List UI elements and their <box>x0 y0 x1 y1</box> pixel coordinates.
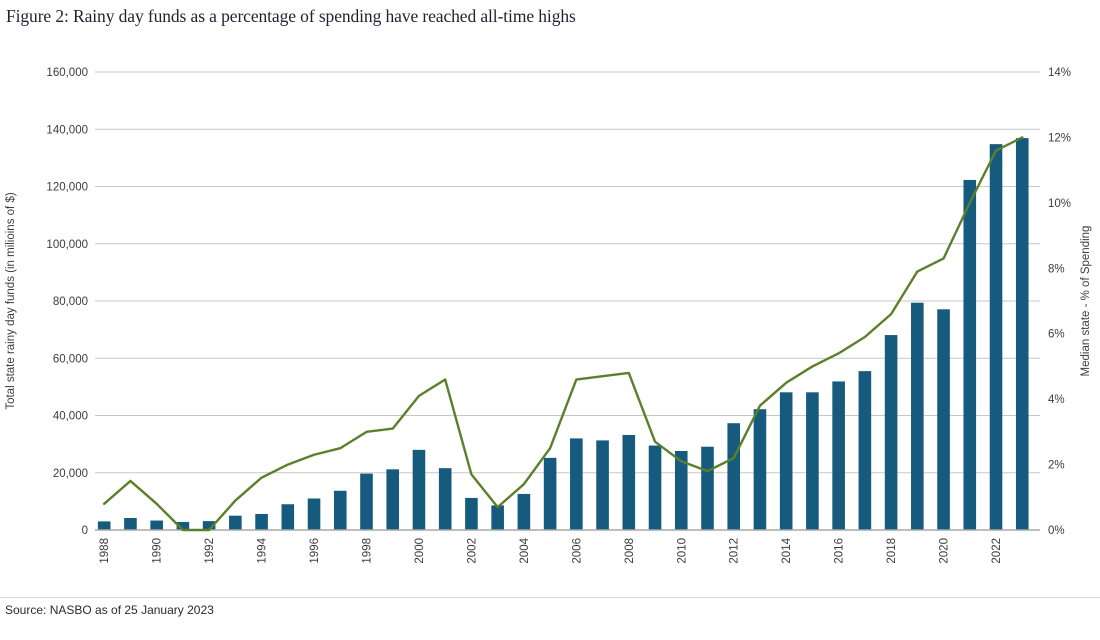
rainy-day-funds-chart: 0 20,000 40,000 60,000 80,000 100,000 120,000 1… <box>5 67 1092 564</box>
bar <box>884 335 898 530</box>
bar <box>491 505 504 530</box>
left-axis-tick-label: 80,000 <box>53 296 88 308</box>
bar <box>281 504 295 530</box>
right-axis-tick-label: 8% <box>1048 263 1065 275</box>
bar <box>176 521 190 530</box>
median-spending-line <box>102 136 1024 532</box>
right-axis-tick-label: 0% <box>1048 525 1065 537</box>
bar <box>1015 138 1029 530</box>
bar <box>438 468 452 530</box>
bar <box>255 513 268 530</box>
right-axis-tick-label: 14% <box>1048 67 1071 79</box>
bar <box>360 473 373 530</box>
bar <box>622 434 636 530</box>
bar <box>858 371 872 530</box>
x-axis-tick-label: 2010 <box>676 538 688 564</box>
bar <box>307 498 321 530</box>
bar <box>727 423 741 530</box>
source-note: Source: NASBO as of 25 January 2023 <box>5 603 214 617</box>
bar <box>648 445 662 530</box>
left-axis-tick-label: 160,000 <box>46 67 88 79</box>
x-axis-tick-label: 1990 <box>152 538 164 564</box>
bar <box>832 381 845 530</box>
right-axis-tick-label: 10% <box>1048 198 1071 210</box>
bar <box>911 302 924 530</box>
x-axis-tick-label: 1988 <box>99 538 111 564</box>
left-axis-tick-label: 100,000 <box>46 239 88 251</box>
bar <box>543 457 557 530</box>
bar <box>753 409 767 530</box>
bar <box>596 440 609 530</box>
x-axis-tick-label: 1998 <box>362 538 374 564</box>
x-axis-tick-label: 2020 <box>939 538 951 564</box>
bar <box>570 438 583 530</box>
x-axis-tick-label: 2000 <box>414 538 426 564</box>
bar <box>779 392 793 530</box>
bar <box>229 515 242 530</box>
bar <box>386 469 400 530</box>
left-axis-tick-label: 40,000 <box>53 411 88 423</box>
right-axis-tick-label: 4% <box>1048 394 1065 406</box>
bar <box>97 521 111 530</box>
footer-divider <box>0 597 1100 598</box>
left-axis-tick-label: 60,000 <box>53 353 88 365</box>
x-axis-tick-label: 2018 <box>886 538 898 564</box>
x-axis-tick-label: 2004 <box>519 537 531 563</box>
right-axis-tick-label: 6% <box>1048 329 1065 341</box>
x-axis-tick-label: 1996 <box>309 538 321 564</box>
bar <box>963 179 977 530</box>
left-axis-tick-label: 140,000 <box>46 124 88 136</box>
x-axis-tick-label: 2008 <box>624 538 636 564</box>
bar <box>412 449 426 530</box>
bar <box>202 521 216 530</box>
x-axis-tick-label: 2016 <box>834 538 846 564</box>
right-axis-tick-label: 2% <box>1048 460 1065 472</box>
left-axis-tick-label: 20,000 <box>53 468 88 480</box>
left-axis-title: Total state rainy day funds (in milioins… <box>5 192 17 409</box>
bar <box>465 497 478 530</box>
bar <box>989 144 1003 530</box>
bar <box>150 520 163 530</box>
x-axis-tick-label: 1994 <box>257 537 269 563</box>
bar <box>806 392 819 530</box>
bar <box>674 450 688 530</box>
bar <box>333 490 347 530</box>
right-axis-tick-label: 12% <box>1048 132 1071 144</box>
right-axis-title: Median state - % of Spending <box>1080 226 1092 377</box>
bar <box>937 309 950 530</box>
figure-title: Figure 2: Rainy day funds as a percentag… <box>6 6 576 26</box>
left-axis-tick-label: 0 <box>82 525 88 537</box>
bar <box>701 446 714 530</box>
bar <box>124 517 137 530</box>
x-axis-tick-label: 2022 <box>991 538 1003 564</box>
left-axis-tick-label: 120,000 <box>46 182 88 194</box>
x-axis-tick-label: 2014 <box>781 537 793 563</box>
x-axis-tick-label: 1992 <box>204 538 216 564</box>
x-axis-tick-label: 2006 <box>571 538 583 564</box>
x-axis-tick-label: 2002 <box>466 538 478 564</box>
x-axis-tick-label: 2012 <box>729 538 741 564</box>
bar <box>517 493 531 530</box>
